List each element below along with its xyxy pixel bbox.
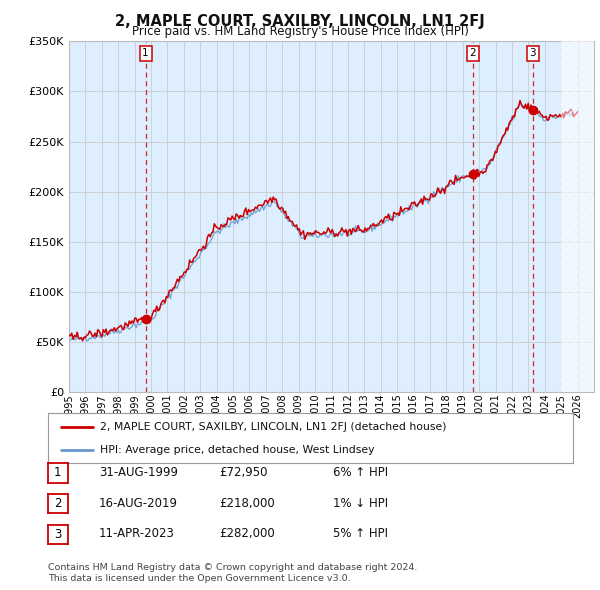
Text: 5% ↑ HPI: 5% ↑ HPI xyxy=(333,527,388,540)
Text: 2, MAPLE COURT, SAXILBY, LINCOLN, LN1 2FJ: 2, MAPLE COURT, SAXILBY, LINCOLN, LN1 2F… xyxy=(115,14,485,29)
Text: 11-APR-2023: 11-APR-2023 xyxy=(99,527,175,540)
Text: 3: 3 xyxy=(54,527,62,541)
Bar xyxy=(561,41,594,392)
Text: Price paid vs. HM Land Registry's House Price Index (HPI): Price paid vs. HM Land Registry's House … xyxy=(131,25,469,38)
Text: 1% ↓ HPI: 1% ↓ HPI xyxy=(333,497,388,510)
Text: 6% ↑ HPI: 6% ↑ HPI xyxy=(333,466,388,479)
Text: 1: 1 xyxy=(142,48,149,58)
Text: £218,000: £218,000 xyxy=(219,497,275,510)
Text: 3: 3 xyxy=(530,48,536,58)
Text: HPI: Average price, detached house, West Lindsey: HPI: Average price, detached house, West… xyxy=(101,445,375,455)
Text: Contains HM Land Registry data © Crown copyright and database right 2024.: Contains HM Land Registry data © Crown c… xyxy=(48,563,418,572)
Text: 2: 2 xyxy=(470,48,476,58)
Text: 31-AUG-1999: 31-AUG-1999 xyxy=(99,466,178,479)
Text: £72,950: £72,950 xyxy=(219,466,268,479)
Text: 2: 2 xyxy=(54,497,62,510)
Text: 2, MAPLE COURT, SAXILBY, LINCOLN, LN1 2FJ (detached house): 2, MAPLE COURT, SAXILBY, LINCOLN, LN1 2F… xyxy=(101,421,447,431)
Text: This data is licensed under the Open Government Licence v3.0.: This data is licensed under the Open Gov… xyxy=(48,574,350,583)
Text: 16-AUG-2019: 16-AUG-2019 xyxy=(99,497,178,510)
Text: £282,000: £282,000 xyxy=(219,527,275,540)
Text: 1: 1 xyxy=(54,466,62,480)
